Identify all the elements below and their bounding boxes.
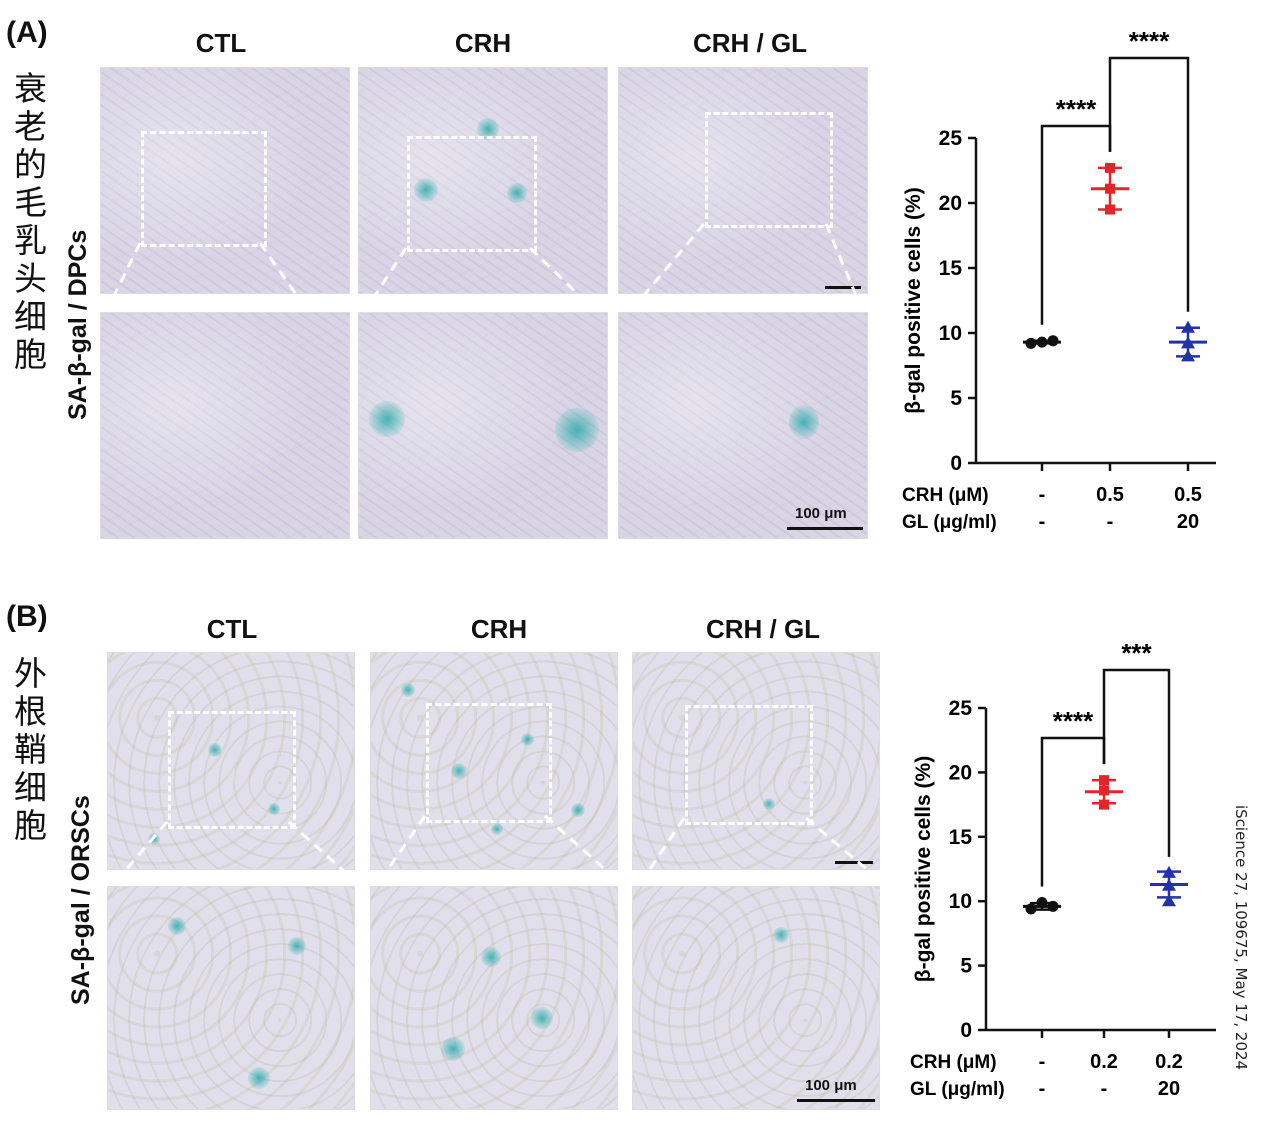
- zoom-box: [705, 112, 833, 228]
- panel-a-col-ctl: CTL: [195, 28, 247, 58]
- x-group-gl-label: -: [1101, 1078, 1108, 1100]
- data-point: [1036, 336, 1048, 348]
- micrograph-a-crh-overview: [358, 67, 608, 294]
- x-group-gl-label: -: [1039, 511, 1046, 533]
- data-point: [1047, 900, 1059, 912]
- micrograph-b-ctl-overview: [107, 652, 355, 870]
- data-point: [1105, 162, 1115, 173]
- micrograph-a-crh-zoom: [358, 312, 608, 539]
- data-point: [1162, 894, 1176, 907]
- significance-label: ****: [1129, 26, 1170, 56]
- y-tick-label: 25: [949, 697, 973, 720]
- data-point: [1162, 865, 1176, 878]
- x-row-label: GL (μg/ml): [902, 512, 997, 533]
- y-tick-label: 10: [949, 890, 972, 913]
- significance-label: ***: [1121, 638, 1152, 668]
- zoom-box: [407, 136, 537, 252]
- data-point: [1105, 204, 1115, 215]
- significance-label: ****: [1056, 94, 1097, 124]
- zoom-box: [141, 131, 267, 247]
- y-tick-label: 5: [950, 387, 962, 410]
- chart-panel-a: 0 5 10 15 20 25 β-gal positive cells (%) CRH (μ…: [902, 26, 1216, 533]
- y-tick-label: 15: [949, 826, 973, 849]
- scale-bar: [835, 861, 873, 864]
- x-group-crh-label: 0.2: [1155, 1051, 1183, 1073]
- y-axis-label: β-gal positive cells (%): [902, 187, 925, 413]
- significance-bracket: [1040, 736, 1106, 887]
- data-point: [1099, 775, 1109, 786]
- y-tick-label: 0: [960, 1019, 972, 1042]
- significance-label: ****: [1053, 706, 1094, 736]
- data-point: [1047, 335, 1059, 347]
- data-point: [1181, 320, 1195, 333]
- scale-label: 100 μm: [805, 1077, 857, 1094]
- panel-a-zoom-connectors: [0, 0, 1274, 600]
- micrograph-a-ctl-overview: [100, 67, 350, 294]
- scale-bar: [787, 527, 863, 530]
- scale-label: 100 μm: [795, 505, 847, 522]
- zoom-box: [426, 703, 552, 823]
- micrograph-b-ctl-zoom: [107, 886, 355, 1110]
- x-group-crh-label: 0.5: [1174, 484, 1202, 506]
- data-point: [1025, 337, 1037, 349]
- journal-credit: iScience 27, 109675, May 17, 2024: [1232, 805, 1250, 1071]
- significance-bracket: [1040, 124, 1112, 325]
- panel-a-col-crh: CRH: [454, 28, 512, 58]
- panel-a-col-crh-gl: CRH / GL: [692, 28, 808, 58]
- panel-b-chinese-label: 外根鞘细胞: [14, 654, 47, 845]
- panel-a-chinese-label: 衰老的毛乳头细胞: [14, 69, 47, 374]
- micrograph-b-crhgl-zoom: 100 μm: [632, 886, 880, 1110]
- panel-a-letter: (A): [6, 16, 48, 49]
- micrograph-a-crhgl-zoom: 100 μm: [618, 312, 868, 539]
- x-group-crh-label: 0.2: [1090, 1051, 1118, 1073]
- panel-b-letter: (B): [6, 600, 48, 633]
- x-row-label: CRH (μM): [910, 1052, 997, 1073]
- x-group-gl-label: 20: [1158, 1078, 1180, 1100]
- data-point: [1099, 799, 1109, 810]
- chart-panel-b: 0 5 10 15 20 25 β-gal positive cells (%) CRH (μ…: [910, 638, 1216, 1100]
- data-point: [1181, 349, 1195, 362]
- significance-bracket: [1102, 668, 1171, 857]
- data-point: [1025, 903, 1037, 915]
- x-group-crh-label: -: [1039, 1051, 1046, 1073]
- y-tick-label: 5: [960, 955, 972, 978]
- y-tick-label: 25: [939, 127, 963, 150]
- x-group-gl-label: 20: [1177, 511, 1199, 533]
- x-group-gl-label: -: [1039, 1078, 1046, 1100]
- micrograph-a-crhgl-overview: [618, 67, 868, 294]
- panel-b-col-ctl: CTL: [206, 614, 258, 644]
- data-point: [1105, 183, 1115, 194]
- zoom-box: [685, 705, 813, 825]
- data-point: [1099, 785, 1109, 796]
- y-tick-label: 10: [939, 322, 962, 345]
- y-tick-label: 0: [950, 452, 962, 475]
- panel-b-zoom-connectors: [122, 814, 871, 874]
- y-tick-label: 20: [939, 192, 962, 215]
- x-row-label: CRH (μM): [902, 485, 989, 506]
- zoom-box: [168, 711, 296, 829]
- y-tick-label: 15: [939, 257, 963, 280]
- data-point: [1036, 896, 1048, 908]
- scale-bar: [825, 286, 861, 289]
- micrograph-b-crh-zoom: [370, 886, 618, 1110]
- data-point: [1162, 878, 1176, 891]
- scale-bar: [797, 1099, 875, 1102]
- significance-bracket: [1108, 56, 1190, 312]
- data-point: [1181, 336, 1195, 349]
- panel-b-col-crh-gl: CRH / GL: [705, 614, 821, 644]
- x-group-crh-label: 0.5: [1096, 484, 1124, 506]
- micrograph-a-ctl-zoom: [100, 312, 350, 539]
- panel-b-col-crh: CRH: [470, 614, 528, 644]
- x-row-label: GL (μg/ml): [910, 1079, 1005, 1100]
- y-axis-label: β-gal positive cells (%): [912, 756, 935, 982]
- x-group-gl-label: -: [1107, 511, 1114, 533]
- y-tick-label: 20: [949, 761, 972, 784]
- x-group-crh-label: -: [1039, 484, 1046, 506]
